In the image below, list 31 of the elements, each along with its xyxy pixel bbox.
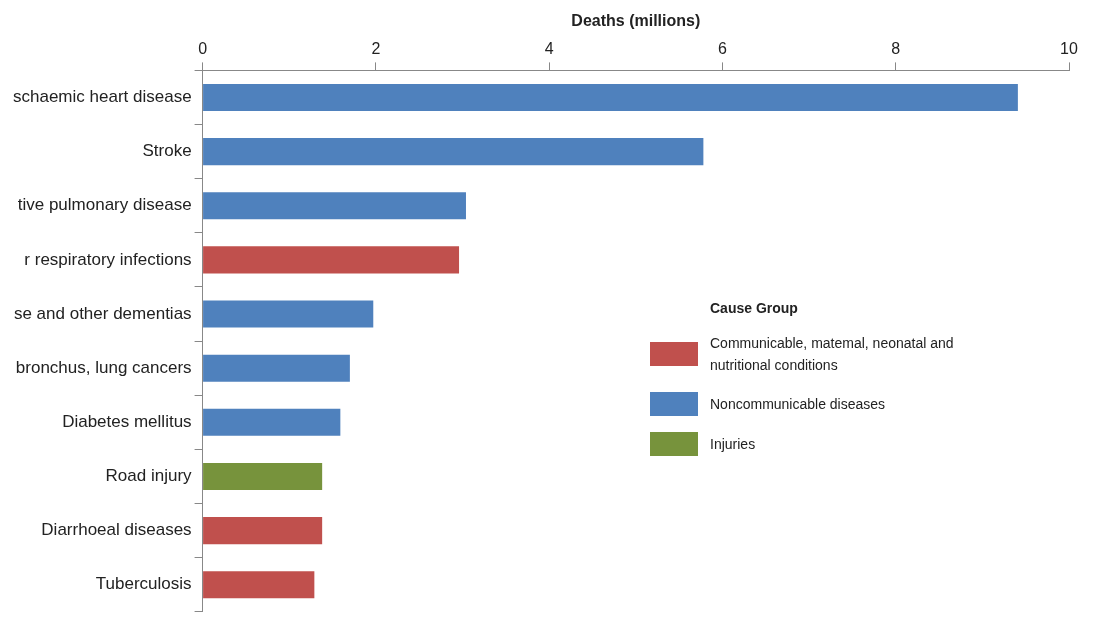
x-tick-label: 10 — [1060, 40, 1078, 58]
y-tick-label: Tuberculosis — [95, 574, 192, 594]
y-tick-label: r respiratory infections — [24, 249, 192, 269]
y-tick-label: bronchus, lung cancers — [15, 357, 192, 377]
x-tick-label: 6 — [717, 40, 727, 58]
bar — [203, 462, 323, 490]
x-tick-label: 8 — [891, 40, 901, 58]
bar — [203, 517, 323, 545]
legend-label: Communicable, matemal, neonatal and nutritional conditions — [710, 334, 955, 375]
x-tick-label: 2 — [371, 40, 381, 58]
bar — [203, 192, 466, 220]
y-tick-label: Road injury — [105, 466, 193, 486]
legend-label: Noncommunicable diseases — [710, 395, 887, 414]
x-tick-label: 4 — [544, 40, 554, 58]
bar — [203, 300, 374, 328]
bar — [203, 246, 460, 274]
bar — [203, 138, 704, 166]
y-tick-label: se and other dementias — [13, 303, 192, 323]
legend-label: Injuries — [710, 435, 757, 454]
bar — [203, 354, 350, 382]
bar — [203, 571, 315, 599]
y-tick-label: Diabetes mellitus — [62, 412, 192, 431]
bar — [203, 408, 341, 436]
y-tick-label: schaemic heart disease — [13, 87, 192, 107]
y-tick-label: Stroke — [142, 141, 192, 161]
x-tick-label: 0 — [198, 40, 208, 58]
y-tick-label: tive pulmonary disease — [17, 195, 192, 215]
bar — [203, 83, 1018, 112]
legend-title: Cause Group — [710, 300, 799, 316]
x-axis-title: Deaths (millions) — [571, 12, 701, 30]
y-tick-label: Diarrhoeal diseases — [41, 520, 192, 540]
